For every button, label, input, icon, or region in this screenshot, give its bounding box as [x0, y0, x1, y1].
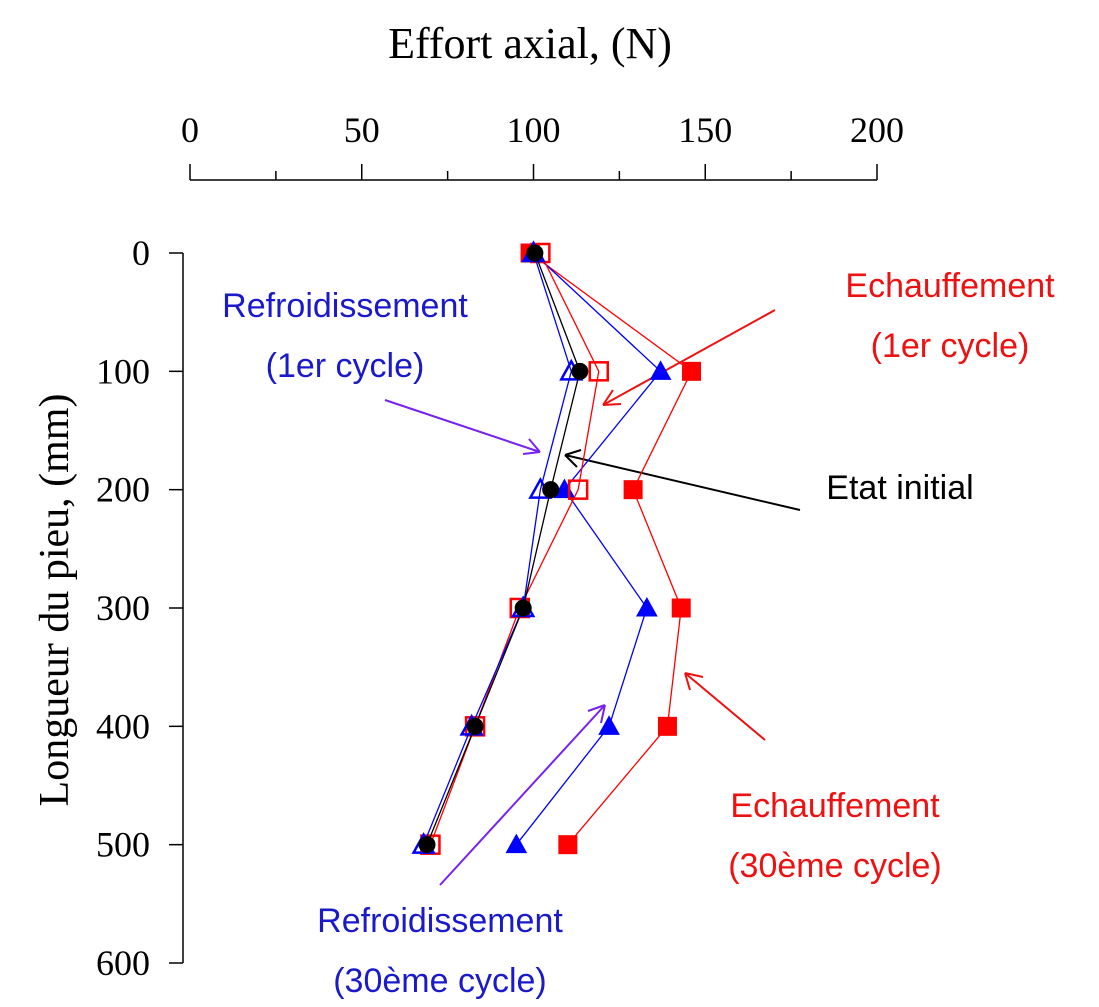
x-tick-label: 100 — [507, 110, 561, 150]
marker — [514, 599, 532, 617]
y-tick-label: 400 — [96, 706, 150, 746]
series-line — [515, 252, 662, 846]
series-line — [426, 252, 581, 845]
annotation: (30ème cycle) — [728, 847, 942, 885]
series — [520, 243, 702, 855]
y-tick-label: 600 — [96, 943, 150, 983]
marker — [558, 835, 578, 855]
series — [505, 241, 672, 854]
series — [411, 240, 584, 854]
y-tick-label: 500 — [96, 825, 150, 865]
y-tick-label: 100 — [96, 351, 150, 391]
annotation: Echauffement — [845, 267, 1055, 305]
x-tick-label: 0 — [181, 110, 199, 150]
series-line — [422, 252, 572, 845]
arrow — [564, 449, 801, 511]
series-line — [429, 252, 600, 845]
y-tick-label: 200 — [96, 470, 150, 510]
marker — [542, 481, 560, 499]
y-tick-label: 300 — [96, 588, 150, 628]
marker — [466, 717, 484, 735]
marker — [649, 360, 672, 380]
marker — [571, 362, 589, 380]
arrow — [384, 399, 541, 455]
chart-title: Effort axial, (N) — [388, 19, 672, 68]
annotation: Refroidissement — [222, 287, 468, 325]
arrow — [684, 672, 766, 741]
marker — [657, 716, 677, 736]
series — [418, 244, 589, 854]
annotation: (30ème cycle) — [333, 962, 547, 1000]
x-tick-label: 200 — [850, 110, 904, 150]
series — [420, 242, 610, 855]
arrow — [602, 309, 776, 406]
annotation: (1er cycle) — [266, 347, 425, 385]
marker — [636, 596, 658, 617]
marker — [588, 361, 610, 382]
marker — [671, 598, 691, 618]
marker — [418, 836, 436, 854]
annotation: Etat initial — [826, 469, 973, 507]
annotation: Refroidissement — [317, 902, 563, 940]
marker — [598, 715, 620, 735]
y-tick-label: 0 — [132, 233, 150, 273]
series-line — [529, 252, 693, 846]
marker — [505, 833, 528, 854]
y-axis-label: Longueur du pieu, (mm) — [32, 394, 78, 807]
annotation: Echauffement — [730, 787, 940, 825]
marker — [682, 361, 702, 381]
annotation: (1er cycle) — [871, 327, 1030, 365]
x-tick-label: 150 — [678, 110, 732, 150]
arrow — [439, 704, 606, 886]
marker — [567, 479, 589, 500]
annotation-arrows — [384, 309, 801, 886]
x-tick-label: 50 — [344, 110, 380, 150]
marker — [623, 480, 643, 500]
marker — [526, 244, 544, 262]
